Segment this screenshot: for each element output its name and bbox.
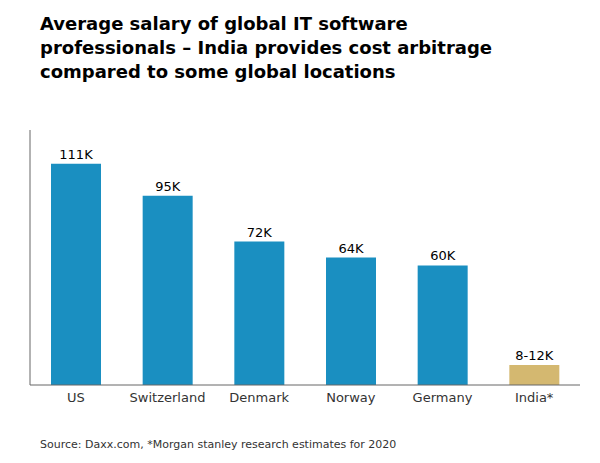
- html-text:Source: Daxx.com, *Morgan stan: Source: Daxx.com, *Morgan stanley resear…: [40, 438, 397, 451]
- svg-text:72K: 72K: [247, 225, 273, 240]
- svg-text:8-12K: 8-12K: [515, 348, 554, 363]
- svg-text:64K: 64K: [338, 241, 364, 256]
- html-text:Average salary of global IT so: Average salary of global IT software: [40, 13, 408, 34]
- html-text:professionals – India provides: professionals – India provides cost arbi…: [40, 37, 492, 58]
- svg-text:60K: 60K: [430, 248, 456, 263]
- svg-text:Norway: Norway: [326, 390, 376, 405]
- svg-text:Denmark: Denmark: [229, 390, 289, 405]
- svg-text:95K: 95K: [155, 179, 181, 194]
- html-text:compared to some global locati: compared to some global locations: [40, 61, 396, 82]
- svg-text:India*: India*: [515, 390, 554, 405]
- svg-text:111K: 111K: [59, 147, 93, 162]
- svg-text:Germany: Germany: [413, 390, 473, 405]
- svg-text:Switzerland: Switzerland: [130, 390, 206, 405]
- svg-text:US: US: [67, 390, 85, 405]
